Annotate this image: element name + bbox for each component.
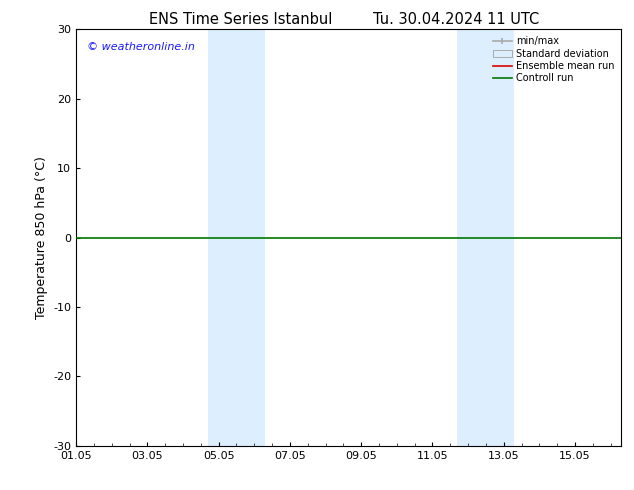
Text: Tu. 30.04.2024 11 UTC: Tu. 30.04.2024 11 UTC	[373, 12, 540, 27]
Text: ENS Time Series Istanbul: ENS Time Series Istanbul	[149, 12, 333, 27]
Y-axis label: Temperature 850 hPa (°C): Temperature 850 hPa (°C)	[34, 156, 48, 319]
Bar	[457, 29, 514, 446]
Legend: min/max, Standard deviation, Ensemble mean run, Controll run: min/max, Standard deviation, Ensemble me…	[491, 34, 616, 85]
Text: © weatheronline.in: © weatheronline.in	[87, 42, 195, 52]
Bar	[208, 29, 265, 446]
